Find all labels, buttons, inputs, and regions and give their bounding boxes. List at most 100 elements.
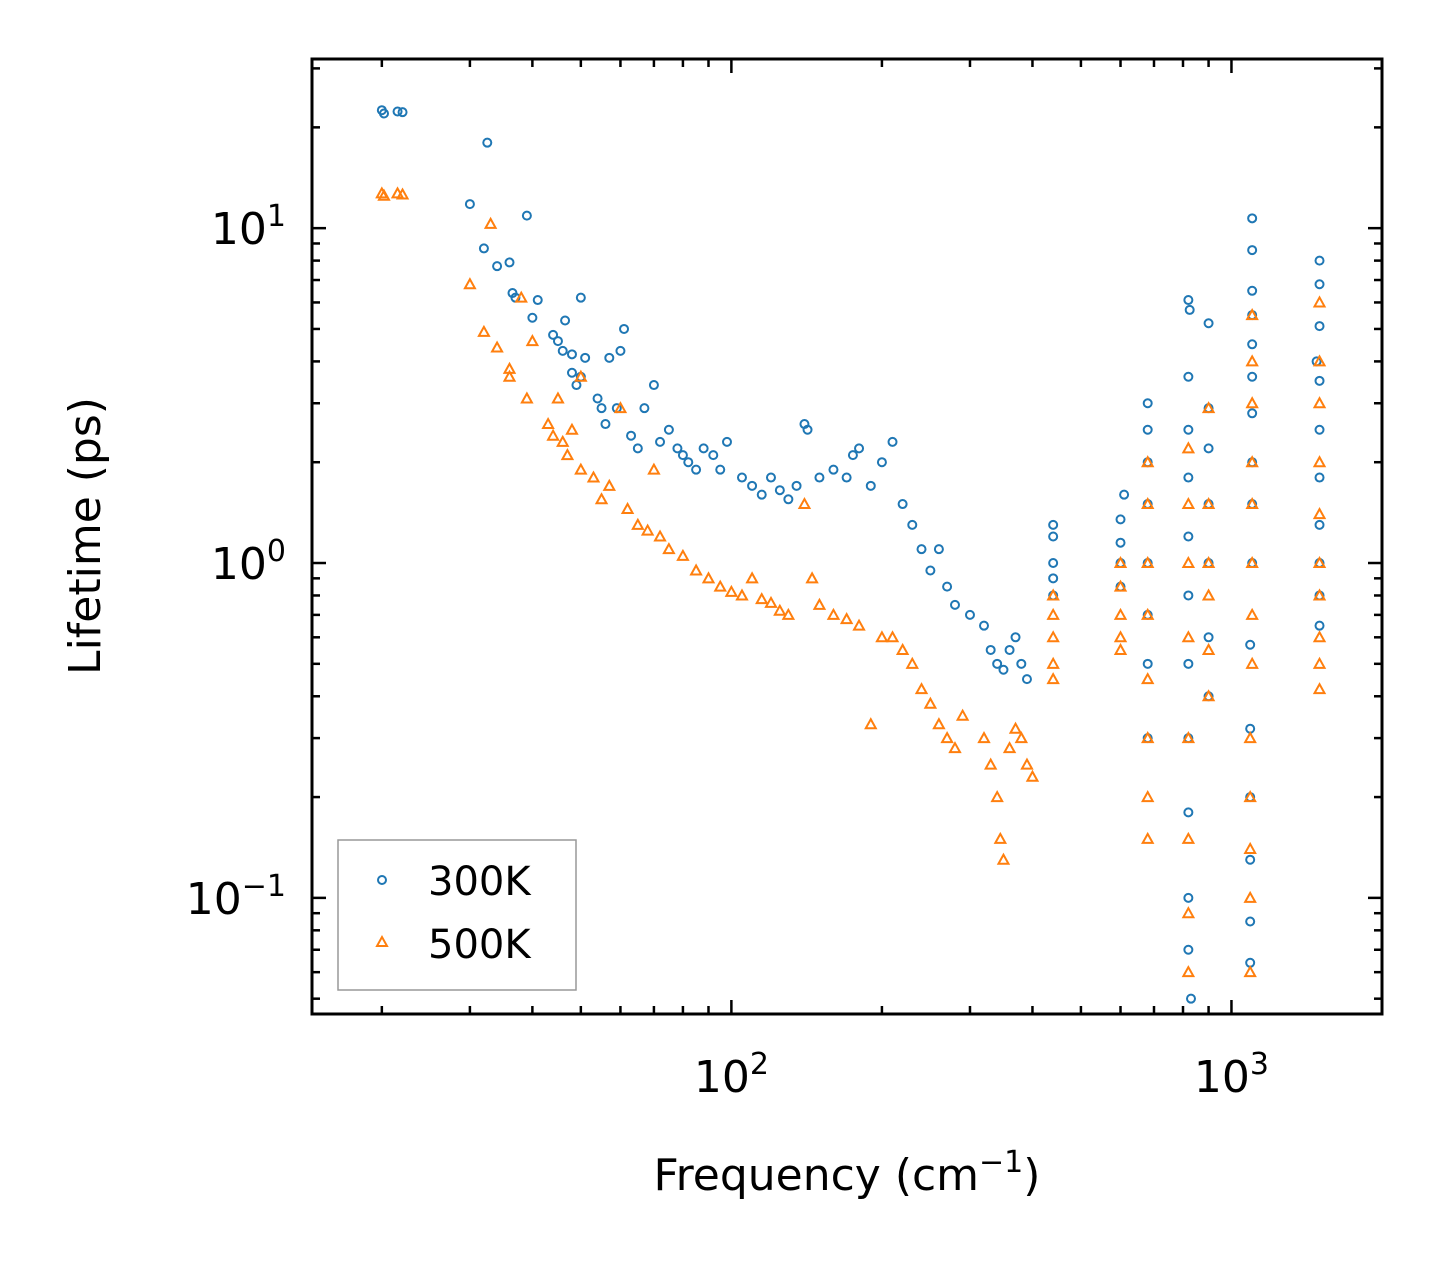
data-point-500k (647, 462, 661, 475)
ticks-layer: 102 103 10−1 100 101 (186, 59, 1384, 1103)
data-point-500k (556, 434, 570, 447)
data-point-500k (812, 597, 827, 610)
data-point-300k (791, 480, 802, 491)
data-point-300k (397, 107, 408, 118)
data-point-300k (1183, 371, 1194, 382)
data-point-500k (1245, 396, 1259, 409)
data-point-500k (662, 542, 676, 555)
x-tick-label: 102 (694, 1047, 769, 1103)
data-point-300k (985, 644, 996, 655)
data-point-300k (560, 315, 571, 326)
data-point-500k (560, 448, 575, 461)
data-point-300k (1016, 658, 1027, 669)
series-300k (376, 105, 1325, 1004)
data-point-500k (1312, 354, 1327, 367)
data-point-300k (1185, 993, 1196, 1004)
data-point-500k (1312, 295, 1327, 308)
data-point-500k (1141, 496, 1155, 510)
y-tick-label: 10−1 (186, 869, 286, 925)
data-point-300k (672, 443, 683, 454)
data-point-500k (653, 529, 667, 542)
data-point-500k (1245, 555, 1259, 569)
data-point-300k (978, 620, 989, 631)
data-point-500k (620, 501, 635, 514)
data-point-300k (802, 424, 813, 435)
data-point-500k (914, 682, 929, 695)
data-point-500k (755, 592, 769, 605)
data-point-500k (1201, 642, 1216, 655)
data-point-500k (1312, 555, 1327, 569)
y-tick-label: 100 (211, 534, 286, 590)
data-point-300k (1314, 375, 1325, 386)
data-point-300k (604, 352, 615, 363)
data-point-300k (521, 210, 532, 221)
data-point-300k (592, 393, 603, 404)
data-point-500k (724, 584, 739, 597)
data-point-500k (477, 324, 491, 337)
data-point-500k (594, 492, 609, 505)
data-point-300k (1183, 944, 1194, 955)
data-point-300k (492, 261, 503, 272)
data-point-500k (1245, 455, 1259, 468)
data-point-300k (708, 450, 719, 461)
data-point-500k (1181, 555, 1196, 569)
data-point-500k (1312, 656, 1327, 669)
data-point-300k (663, 424, 674, 435)
data-point-500k (805, 571, 819, 584)
data-point-300k (1183, 658, 1194, 669)
data-point-500k (1008, 721, 1023, 734)
data-point-300k (1115, 514, 1126, 525)
data-point-300k (1119, 489, 1130, 500)
data-point-500k (1181, 731, 1196, 744)
data-point-500k (1141, 831, 1155, 844)
data-point-300k (615, 345, 626, 356)
data-point-500k (948, 741, 962, 754)
data-point-300k (1245, 916, 1256, 927)
data-point-500k (990, 790, 1004, 803)
y-tick-label: 101 (211, 199, 286, 255)
data-point-500k (1245, 308, 1259, 321)
data-point-500k (502, 369, 517, 382)
data-point-500k (1025, 769, 1040, 782)
data-point-300k (619, 323, 630, 334)
data-point-300k (504, 257, 515, 268)
data-point-300k (949, 599, 960, 610)
data-point-300k (721, 436, 732, 447)
data-point-300k (639, 403, 650, 414)
data-point-500k (1141, 555, 1155, 569)
data-point-500k (1245, 354, 1259, 367)
data-point-500k (1245, 607, 1259, 620)
data-point-300k (1245, 639, 1256, 650)
data-point-500k (1113, 579, 1128, 592)
data-point-300k (814, 472, 825, 483)
data-point-500k (1141, 672, 1155, 685)
data-point-300k (1314, 519, 1325, 530)
data-point-300k (1048, 573, 1059, 584)
data-point-300k (596, 403, 607, 414)
data-point-500k (932, 717, 946, 730)
data-point-300k (828, 464, 839, 475)
data-point-300k (756, 489, 767, 500)
data-point-500k (1181, 441, 1196, 454)
data-point-300k (691, 464, 702, 475)
data-point-300k (1314, 424, 1325, 435)
data-point-500k (781, 607, 796, 620)
legend-300k-marker (377, 875, 387, 885)
data-point-300k (774, 485, 785, 496)
data-point-300k (532, 295, 543, 306)
data-point-300k (379, 108, 390, 119)
data-point-500k (875, 630, 889, 643)
data-point-500k (713, 579, 727, 592)
data-point-500k (1243, 841, 1257, 854)
data-point-300k (392, 106, 403, 117)
data-point-500k (983, 757, 998, 770)
data-point-500k (895, 642, 910, 655)
data-point-300k (865, 480, 876, 491)
data-point-500k (1243, 731, 1257, 744)
data-point-300k (933, 544, 944, 555)
data-point-500k (1141, 790, 1155, 803)
data-point-500k (1181, 496, 1196, 510)
data-point-500k (514, 290, 528, 303)
data-point-300k (1183, 807, 1194, 818)
data-point-500k (377, 188, 391, 201)
